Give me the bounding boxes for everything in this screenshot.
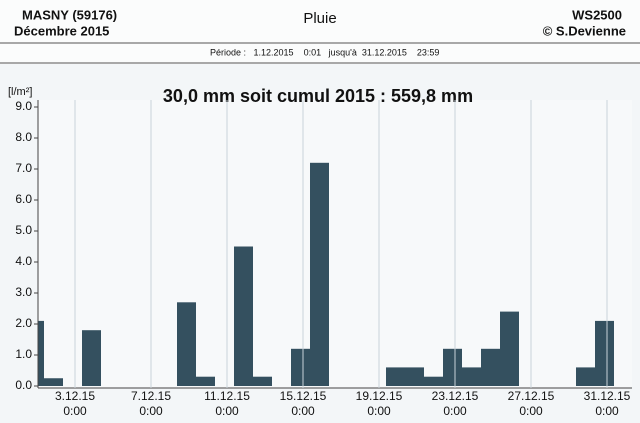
y-axis-label: [l/m²] [8,86,32,98]
x-tick-label: 15.12.15 [280,389,327,403]
header-title: Pluie [303,10,336,27]
y-tick-label: 1.0 [15,347,32,361]
device: WS2500 [572,7,622,22]
author: © S.Devienne [543,23,626,38]
bar [405,367,424,386]
plot-area [38,100,632,388]
chart-title: 30,0 mm soit cumul 2015 : 559,8 mm [163,86,473,106]
bar [424,376,443,386]
x-tick-label: 3.12.15 [55,389,95,403]
x-tick-time: 0:00 [63,404,87,418]
x-tick-label: 7.12.15 [131,389,171,403]
bar [462,367,481,386]
x-tick-label: 27.12.15 [508,389,555,403]
bar [443,348,462,386]
y-tick-label: 4.0 [15,254,32,268]
bar [82,330,101,386]
bar [576,367,595,386]
bar [196,376,215,386]
x-tick-label: 11.12.15 [204,389,250,403]
bar [253,376,272,386]
bar [481,348,500,386]
y-tick-label: 5.0 [15,223,32,237]
x-tick-label: 19.12.15 [356,389,403,403]
station: MASNY (59176) [22,7,117,22]
y-tick-label: 2.0 [15,316,32,330]
y-tick-label: 0.0 [15,378,32,392]
x-tick-label: 31.12.15 [584,389,631,403]
bar [44,378,63,386]
bar [500,311,519,386]
bar [291,348,310,386]
bar [38,320,44,386]
y-tick-label: 3.0 [15,285,32,299]
y-tick-label: 9.0 [15,99,32,113]
period: Période : 1.12.2015 0:01 jusqu'à 31.12.2… [210,47,439,57]
x-tick-time: 0:00 [215,404,239,418]
x-tick-time: 0:00 [519,404,543,418]
bar [177,302,196,386]
bar [310,162,329,386]
x-tick-time: 0:00 [367,404,391,418]
x-tick-time: 0:00 [443,404,467,418]
y-tick-label: 8.0 [15,130,32,144]
x-tick-time: 0:00 [595,404,619,418]
bar [386,367,405,386]
y-tick-label: 7.0 [15,161,32,175]
x-tick-label: 23.12.15 [432,389,479,403]
bar [595,320,614,386]
x-tick-time: 0:00 [291,404,315,418]
y-tick-label: 6.0 [15,192,32,206]
bar [234,246,253,386]
bars [38,162,614,386]
header-bg [0,0,640,64]
month: Décembre 2015 [14,23,109,38]
x-tick-time: 0:00 [139,404,163,418]
